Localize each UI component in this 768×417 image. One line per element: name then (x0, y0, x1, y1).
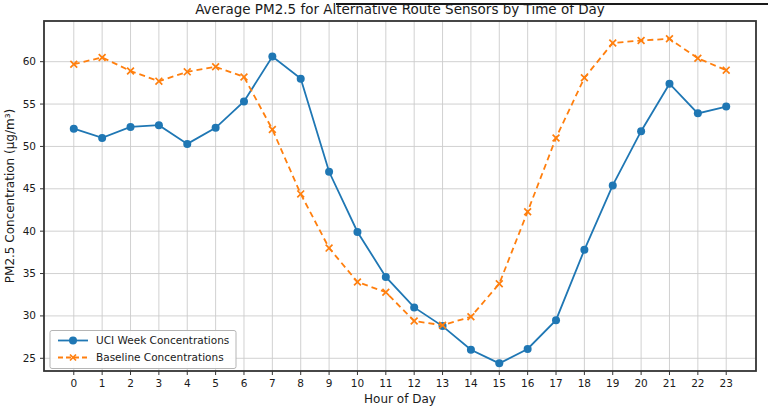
circle-marker (240, 98, 248, 106)
x-tick-label: 22 (691, 377, 704, 389)
x-tick-label: 21 (663, 377, 676, 389)
x-tick-label: 11 (379, 377, 392, 389)
circle-marker (495, 359, 503, 367)
x-tick-label: 3 (156, 377, 163, 389)
top-rule (336, 3, 768, 5)
circle-marker (353, 228, 361, 236)
x-tick-label: 0 (70, 377, 77, 389)
axes-frame (44, 21, 756, 371)
circle-marker (722, 103, 730, 111)
circle-marker (155, 121, 163, 129)
circle-marker (98, 134, 106, 142)
circle-marker (665, 80, 673, 88)
x-tick-label: 13 (436, 377, 449, 389)
circle-marker (524, 345, 532, 353)
legend-circle-marker (69, 337, 77, 345)
x-tick-label: 14 (464, 377, 478, 389)
x-tick-label: 17 (549, 377, 562, 389)
circle-marker (552, 316, 560, 324)
x-axis-label: Hour of Day (364, 392, 436, 406)
x-tick-label: 18 (578, 377, 591, 389)
circle-marker (609, 181, 617, 189)
y-tick-label: 25 (23, 352, 36, 364)
circle-marker (382, 273, 390, 281)
y-tick-label: 45 (23, 182, 36, 194)
circle-marker (467, 346, 475, 354)
circle-marker (268, 53, 276, 61)
y-tick-label: 50 (23, 140, 36, 152)
x-tick-label: 23 (720, 377, 733, 389)
x-tick-label: 15 (493, 377, 506, 389)
x-tick-label: 7 (269, 377, 276, 389)
x-tick-label: 10 (351, 377, 364, 389)
x-tick-label: 12 (407, 377, 420, 389)
circle-marker (127, 123, 135, 131)
y-axis-label: PM2.5 Concentration (µg/m³) (3, 109, 17, 283)
gridlines (44, 21, 756, 371)
x-tick-label: 4 (184, 377, 191, 389)
circle-marker (212, 124, 220, 132)
legend-label: Baseline Concentrations (96, 351, 224, 363)
circle-marker (183, 140, 191, 148)
legend-label: UCI Week Concentrations (96, 334, 229, 346)
pm25-line-chart: 0123456789101112131415161718192021222325… (0, 0, 768, 417)
circle-marker (70, 125, 78, 133)
series-baseline-concentrations (70, 35, 729, 328)
x-tick-label: 16 (521, 377, 535, 389)
x-tick-label: 9 (326, 377, 333, 389)
circle-marker (637, 127, 645, 135)
y-tick-label: 55 (23, 98, 36, 110)
series-uci-week-concentrations (70, 53, 730, 368)
x-tick-label: 5 (212, 377, 219, 389)
y-tick-label: 40 (23, 225, 36, 237)
legend: UCI Week Concentrations Baseline Concentr… (50, 331, 236, 369)
circle-marker (325, 168, 333, 176)
series-line (74, 57, 726, 364)
pm25-figure: 0123456789101112131415161718192021222325… (0, 0, 768, 417)
series-line (74, 39, 726, 325)
circle-marker (580, 246, 588, 254)
x-tick-label: 8 (297, 377, 304, 389)
x-tick-label: 19 (606, 377, 619, 389)
x-tick-label: 6 (241, 377, 248, 389)
circle-marker (410, 303, 418, 311)
circle-marker (694, 109, 702, 117)
x-tick-label: 20 (634, 377, 647, 389)
y-tick-label: 35 (23, 267, 36, 279)
circle-marker (297, 75, 305, 83)
x-tick-label: 1 (99, 377, 106, 389)
y-tick-label: 60 (23, 55, 36, 67)
x-tick-label: 2 (127, 377, 134, 389)
y-tick-label: 30 (23, 309, 36, 321)
